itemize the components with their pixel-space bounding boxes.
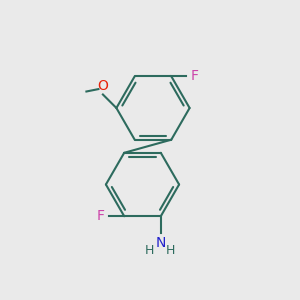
Text: O: O [98, 79, 108, 93]
Text: F: F [97, 209, 105, 223]
Text: H: H [166, 244, 175, 257]
Text: H: H [145, 244, 154, 257]
Text: F: F [191, 69, 199, 83]
Text: N: N [156, 236, 166, 250]
